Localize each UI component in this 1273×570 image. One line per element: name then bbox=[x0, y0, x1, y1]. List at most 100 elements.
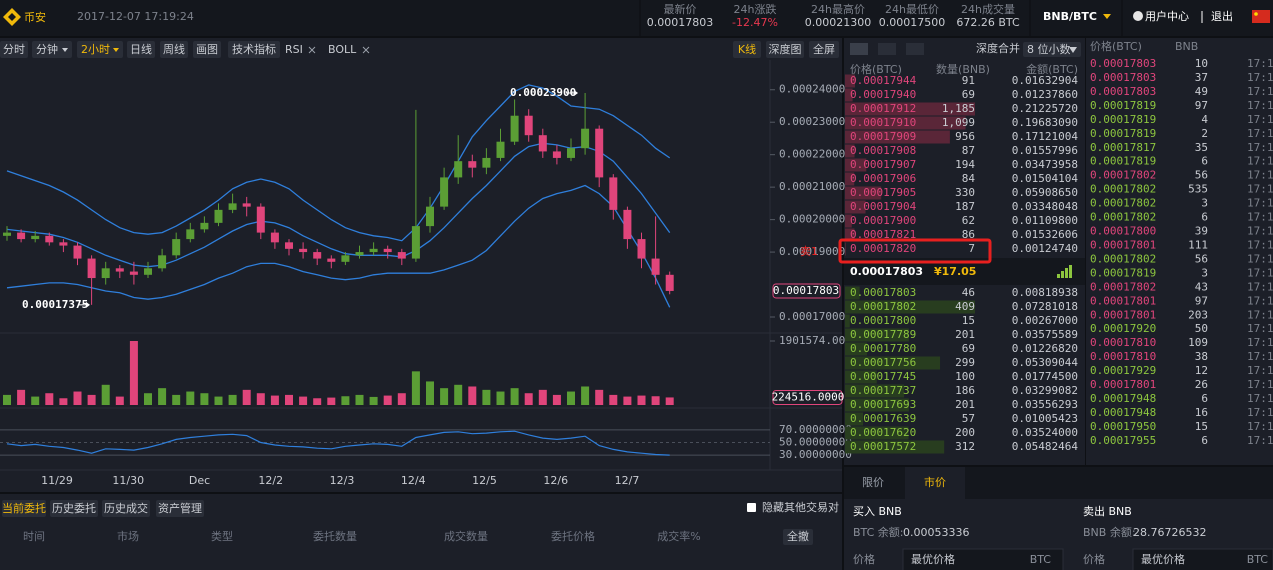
volume-bar bbox=[524, 393, 533, 405]
trade-price: 0.00017803 bbox=[1090, 71, 1156, 84]
volume-bar bbox=[59, 398, 68, 405]
toolbar-button-label[interactable]: K线 bbox=[738, 42, 756, 56]
tab-label[interactable]: 当前委托 bbox=[2, 501, 46, 515]
candle-body bbox=[256, 206, 265, 233]
order-total: 0.01237860 bbox=[1012, 88, 1078, 101]
toolbar-button[interactable] bbox=[32, 41, 72, 58]
price-label: 价格 bbox=[1083, 552, 1105, 566]
column-header: 金额(BTC) bbox=[1026, 62, 1078, 76]
toolbar-button[interactable] bbox=[809, 41, 839, 58]
candle-body bbox=[369, 248, 378, 253]
tab-label[interactable]: 资产管理 bbox=[158, 501, 202, 515]
candle-body bbox=[31, 235, 40, 240]
signal-icon bbox=[1061, 271, 1064, 278]
volume-bar bbox=[651, 396, 660, 405]
tab-label[interactable]: 市价 bbox=[924, 475, 946, 489]
decimals-select[interactable] bbox=[1023, 42, 1081, 57]
stat-value: 0.00017803 bbox=[647, 16, 713, 29]
tab[interactable] bbox=[2, 500, 46, 517]
x-tick-label: 12/2 bbox=[258, 474, 283, 487]
y-tick-label: 0.00020000 bbox=[779, 213, 845, 226]
trade-price: 0.00017950 bbox=[1090, 420, 1156, 433]
view-toggle[interactable] bbox=[850, 43, 868, 55]
toolbar-button[interactable] bbox=[766, 41, 804, 58]
trade-time: 17:19 bbox=[1247, 57, 1273, 70]
toolbar-button[interactable] bbox=[127, 41, 155, 58]
order-total: 0.03524000 bbox=[1012, 426, 1078, 439]
trade-price: 0.00017819 bbox=[1090, 127, 1156, 140]
order-total: 0.05908650 bbox=[1012, 186, 1078, 199]
price-unit: BTC bbox=[1030, 553, 1052, 566]
tab[interactable] bbox=[156, 500, 204, 517]
trade-amount: 49 bbox=[1195, 85, 1208, 98]
volume-bar bbox=[355, 394, 364, 405]
candle-body bbox=[552, 151, 561, 158]
volume-tick-label: 1901574.00 bbox=[779, 334, 845, 347]
trade-amount: 2 bbox=[1201, 127, 1208, 140]
x-tick-label: 12/4 bbox=[401, 474, 426, 487]
view-toggle[interactable] bbox=[906, 43, 924, 55]
trade-time: 17:16 bbox=[1247, 434, 1273, 447]
button[interactable] bbox=[783, 529, 813, 545]
tab-label[interactable]: 限价 bbox=[862, 476, 884, 489]
checkbox[interactable] bbox=[747, 503, 756, 512]
rsi-tick-label: 70.00000000 bbox=[779, 423, 852, 436]
x-tick-label: 12/3 bbox=[330, 474, 355, 487]
toolbar-button-label[interactable]: 技术指标 bbox=[232, 42, 276, 56]
toolbar-button-label[interactable]: 分时 bbox=[3, 43, 25, 56]
depth-bar bbox=[845, 172, 855, 186]
toolbar-button-label[interactable]: 周线 bbox=[163, 42, 185, 56]
y-tick-label: 0.00024000 bbox=[779, 83, 845, 96]
toolbar-button-label[interactable]: 2小时 bbox=[81, 43, 110, 56]
price-label: 价格 bbox=[853, 552, 875, 566]
order-amount: 7 bbox=[968, 242, 975, 255]
low-marker-label: 0.00017375 bbox=[22, 298, 88, 311]
logout-link[interactable]: 退出 bbox=[1211, 9, 1233, 23]
logo-text: 币安 bbox=[24, 10, 46, 24]
tab[interactable] bbox=[102, 500, 150, 517]
form-title: 卖出 BNB bbox=[1083, 504, 1132, 518]
toolbar-button-label[interactable]: 深度图 bbox=[769, 42, 802, 56]
candle-body bbox=[341, 255, 350, 262]
order-total: 0.01226820 bbox=[1012, 342, 1078, 355]
order-amount: 330 bbox=[955, 186, 975, 199]
candle-body bbox=[115, 268, 124, 272]
user-center-link[interactable]: 用户中心 bbox=[1145, 9, 1189, 23]
toolbar-button-label[interactable]: 画图 bbox=[196, 43, 218, 56]
trade-amount: 35 bbox=[1195, 141, 1208, 154]
indicator-label[interactable]: BOLL bbox=[328, 43, 357, 56]
indicator-label[interactable]: RSI bbox=[285, 43, 303, 56]
volume-bar bbox=[200, 393, 209, 405]
toolbar-button-label[interactable]: 全屏 bbox=[813, 42, 835, 56]
toolbar-button[interactable] bbox=[77, 41, 123, 58]
toolbar-button[interactable] bbox=[193, 41, 221, 58]
toolbar-button[interactable] bbox=[0, 41, 28, 58]
order-amount: 299 bbox=[955, 356, 975, 369]
candle-body bbox=[440, 177, 449, 207]
price-input[interactable] bbox=[902, 548, 1064, 570]
toolbar-button[interactable] bbox=[228, 41, 280, 58]
tab-label[interactable]: 历史委托 bbox=[52, 501, 96, 515]
cancel-all-button[interactable]: 全撤 bbox=[787, 529, 809, 543]
pair-selector[interactable]: BNB/BTC bbox=[1043, 10, 1097, 23]
candle-body bbox=[482, 157, 491, 168]
depth-bar bbox=[845, 356, 941, 370]
decimals-value[interactable]: 8 位小数 bbox=[1027, 42, 1071, 56]
tab-label[interactable]: 历史成交 bbox=[104, 501, 148, 515]
candle-body bbox=[595, 128, 604, 178]
toolbar-button-label[interactable]: 日线 bbox=[130, 42, 152, 56]
price-input[interactable] bbox=[1132, 548, 1273, 570]
trade-price: 0.00017801 bbox=[1090, 294, 1156, 307]
tab[interactable] bbox=[50, 500, 98, 517]
view-toggle[interactable] bbox=[878, 43, 896, 55]
toolbar-button[interactable] bbox=[160, 41, 188, 58]
toolbar-button-label[interactable]: 分钟 bbox=[36, 42, 58, 56]
balance-label: BTC 余额: bbox=[853, 525, 904, 539]
order-amount: 187 bbox=[955, 200, 975, 213]
toolbar-button[interactable] bbox=[733, 41, 761, 58]
order-total: 0.00124740 bbox=[1012, 242, 1078, 255]
checkbox-label: 隐藏其他交易对 bbox=[762, 500, 839, 514]
price-placeholder: 最优价格 bbox=[1141, 552, 1185, 566]
candle-body bbox=[581, 128, 590, 149]
